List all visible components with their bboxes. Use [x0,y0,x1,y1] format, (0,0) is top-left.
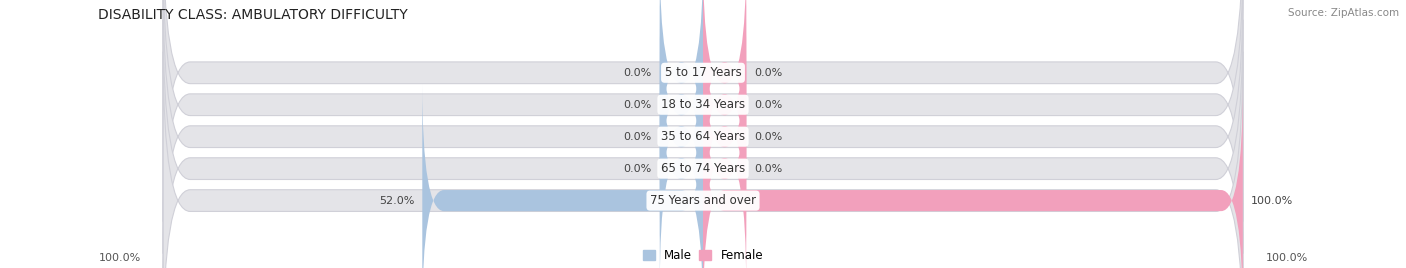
Text: 35 to 64 Years: 35 to 64 Years [661,130,745,143]
FancyBboxPatch shape [422,83,703,268]
Text: DISABILITY CLASS: AMBULATORY DIFFICULTY: DISABILITY CLASS: AMBULATORY DIFFICULTY [98,8,408,22]
FancyBboxPatch shape [703,83,1243,268]
FancyBboxPatch shape [659,51,703,268]
FancyBboxPatch shape [703,0,747,222]
Text: 0.0%: 0.0% [623,164,652,174]
Text: Source: ZipAtlas.com: Source: ZipAtlas.com [1288,8,1399,18]
FancyBboxPatch shape [163,0,1243,254]
FancyBboxPatch shape [703,19,747,254]
Text: 0.0%: 0.0% [754,132,783,142]
FancyBboxPatch shape [659,0,703,190]
FancyBboxPatch shape [659,19,703,254]
FancyBboxPatch shape [163,20,1243,268]
FancyBboxPatch shape [163,0,1243,222]
Text: 0.0%: 0.0% [623,132,652,142]
Text: 75 Years and over: 75 Years and over [650,194,756,207]
Text: 18 to 34 Years: 18 to 34 Years [661,98,745,111]
Text: 0.0%: 0.0% [623,68,652,78]
Text: 100.0%: 100.0% [98,253,141,263]
FancyBboxPatch shape [659,0,703,222]
Text: 5 to 17 Years: 5 to 17 Years [665,66,741,79]
Text: 0.0%: 0.0% [754,68,783,78]
Text: 100.0%: 100.0% [1251,196,1294,206]
FancyBboxPatch shape [703,0,747,190]
Text: 52.0%: 52.0% [378,196,415,206]
FancyBboxPatch shape [163,0,1243,268]
Text: 100.0%: 100.0% [1265,253,1308,263]
FancyBboxPatch shape [163,52,1243,268]
Text: 65 to 74 Years: 65 to 74 Years [661,162,745,175]
FancyBboxPatch shape [703,51,747,268]
Legend: Male, Female: Male, Female [643,249,763,262]
Text: 0.0%: 0.0% [754,164,783,174]
Text: 0.0%: 0.0% [754,100,783,110]
Text: 0.0%: 0.0% [623,100,652,110]
